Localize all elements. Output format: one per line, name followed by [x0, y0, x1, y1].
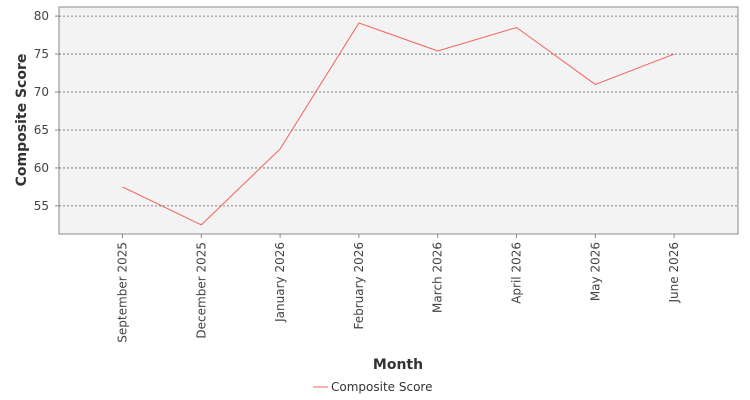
- x-tick-label: September 2025: [116, 242, 130, 343]
- x-tick-label: May 2026: [588, 242, 602, 301]
- x-axis-ticks: September 2025 December 2025 January 2026 F…: [116, 234, 681, 343]
- legend: Composite Score: [313, 380, 432, 394]
- x-tick-label: April 2026: [510, 242, 524, 304]
- series-group: [122, 22, 675, 226]
- plot-area: [58, 6, 739, 235]
- y-tick-label: 75: [34, 47, 49, 61]
- y-axis-title: Composite Score: [14, 54, 30, 187]
- y-tick-label: 65: [34, 123, 49, 137]
- x-tick-label: June 2026: [667, 242, 681, 304]
- y-tick-label: 60: [34, 161, 49, 175]
- y-axis-ticks: 55 60 65 70 75 80: [34, 9, 59, 213]
- legend-label: Composite Score: [331, 380, 432, 394]
- y-tick-label: 55: [34, 199, 49, 213]
- x-tick-label: January 2026: [273, 242, 287, 323]
- x-tick-label: March 2026: [431, 242, 445, 313]
- x-tick-label: February 2026: [352, 242, 366, 330]
- series-line: [122, 22, 675, 226]
- x-axis-title: Month: [373, 357, 423, 373]
- y-tick-label: 80: [34, 9, 49, 23]
- x-tick-label: December 2025: [194, 242, 208, 339]
- y-tick-label: 70: [34, 85, 49, 99]
- grid-lines: [59, 15, 738, 207]
